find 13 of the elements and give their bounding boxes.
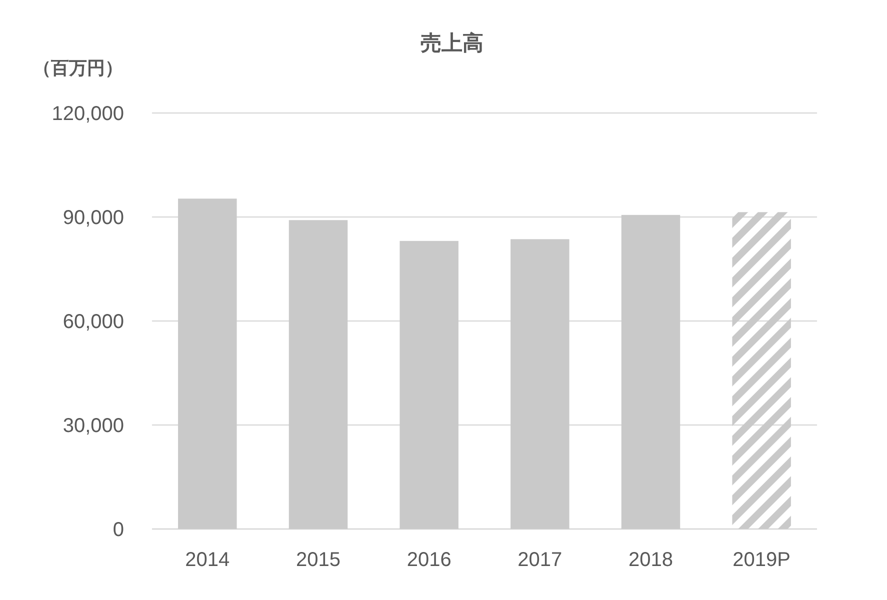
x-tick-label: 2019P bbox=[732, 549, 791, 571]
x-tick-label: 2015 bbox=[296, 549, 340, 571]
x-tick-label: 2014 bbox=[185, 549, 230, 571]
x-tick-label: 2017 bbox=[518, 549, 562, 571]
y-tick-label: 120,000 bbox=[52, 103, 124, 125]
y-tick-label: 90,000 bbox=[62, 207, 124, 229]
x-tick-label: 2016 bbox=[406, 549, 452, 571]
y-axis-title: （百万円） bbox=[33, 58, 123, 78]
x-tick-label: 2018 bbox=[628, 549, 673, 571]
y-tick-label: 0 bbox=[112, 519, 124, 541]
chart-title: 売上高 bbox=[420, 31, 484, 55]
y-tick-label: 30,000 bbox=[62, 415, 124, 437]
y-tick-label: 60,000 bbox=[62, 311, 124, 333]
